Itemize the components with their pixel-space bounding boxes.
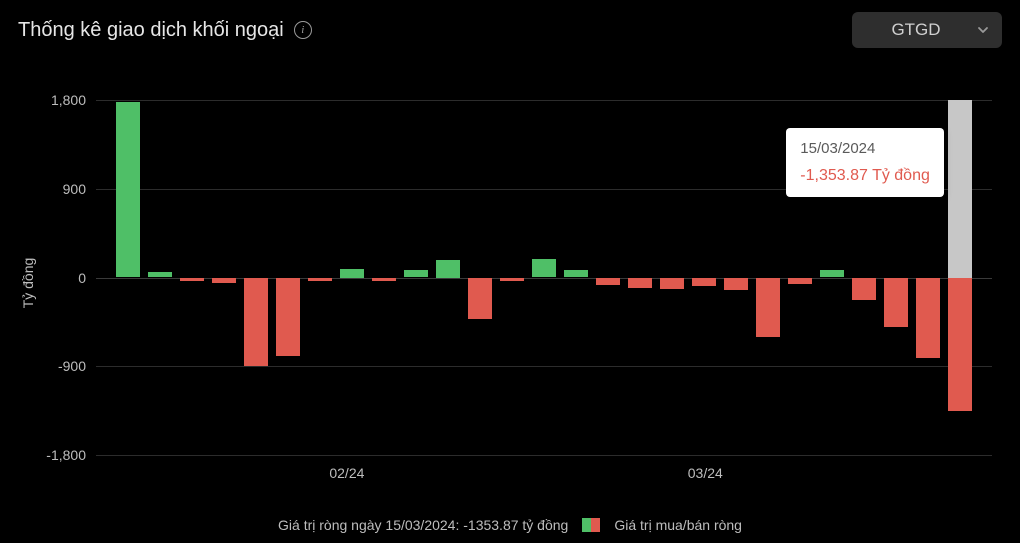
metric-select[interactable]: GTGD bbox=[852, 12, 1002, 48]
footer-summary: Giá trị ròng ngày 15/03/2024: -1353.87 t… bbox=[278, 517, 568, 533]
chart-area: Tỷ đồng -1,800-90009001,80002/2403/24 15… bbox=[18, 60, 1002, 505]
bar[interactable] bbox=[724, 278, 747, 291]
select-value: GTGD bbox=[891, 20, 940, 39]
bar[interactable] bbox=[244, 278, 267, 367]
y-tick-label: 1,800 bbox=[51, 92, 86, 108]
legend-label: Giá trị mua/bán ròng bbox=[614, 517, 742, 533]
bar[interactable] bbox=[948, 278, 971, 412]
x-tick-label: 03/24 bbox=[688, 465, 723, 481]
bar[interactable] bbox=[884, 278, 907, 327]
legend-swatch bbox=[582, 518, 600, 532]
legend-swatch-negative bbox=[591, 518, 600, 532]
header: Thống kê giao dịch khối ngoại i GTGD bbox=[0, 0, 1020, 56]
legend-swatch-positive bbox=[582, 518, 591, 532]
bar[interactable] bbox=[212, 278, 235, 284]
y-tick-label: -1,800 bbox=[46, 447, 86, 463]
y-tick-label: 900 bbox=[63, 181, 86, 197]
y-tick-label: 0 bbox=[78, 270, 86, 286]
y-axis-label: Tỷ đồng bbox=[20, 257, 36, 308]
bar[interactable] bbox=[372, 278, 395, 282]
tooltip-date: 15/03/2024 bbox=[800, 140, 930, 157]
chart-widget: Thống kê giao dịch khối ngoại i GTGD Tỷ … bbox=[0, 0, 1020, 543]
bar[interactable] bbox=[756, 278, 779, 337]
bar[interactable] bbox=[116, 102, 139, 278]
info-icon[interactable]: i bbox=[294, 21, 312, 39]
bar[interactable] bbox=[788, 278, 811, 285]
footer: Giá trị ròng ngày 15/03/2024: -1353.87 t… bbox=[0, 517, 1020, 533]
bar[interactable] bbox=[468, 278, 491, 319]
bar[interactable] bbox=[180, 278, 203, 282]
bar[interactable] bbox=[436, 260, 459, 278]
bar[interactable] bbox=[308, 278, 331, 282]
y-tick-label: -900 bbox=[58, 358, 86, 374]
bar[interactable] bbox=[596, 278, 619, 286]
bar[interactable] bbox=[692, 278, 715, 287]
bar[interactable] bbox=[916, 278, 939, 359]
highlight-column bbox=[948, 100, 971, 278]
x-tick-label: 02/24 bbox=[329, 465, 364, 481]
bar[interactable] bbox=[340, 269, 363, 278]
bar[interactable] bbox=[628, 278, 651, 289]
bar[interactable] bbox=[404, 270, 427, 278]
plot[interactable]: -1,800-90009001,80002/2403/24 15/03/2024… bbox=[96, 100, 992, 455]
bar[interactable] bbox=[660, 278, 683, 290]
bar[interactable] bbox=[500, 278, 523, 282]
bar[interactable] bbox=[532, 259, 555, 278]
bar[interactable] bbox=[148, 272, 171, 278]
chevron-down-icon bbox=[976, 23, 990, 37]
bar[interactable] bbox=[852, 278, 875, 301]
page-title: Thống kê giao dịch khối ngoại bbox=[18, 19, 284, 42]
tooltip-value: -1,353.87 Tỷ đồng bbox=[800, 167, 930, 185]
bar[interactable] bbox=[276, 278, 299, 357]
bar[interactable] bbox=[564, 270, 587, 278]
title-wrap: Thống kê giao dịch khối ngoại i bbox=[18, 19, 312, 42]
bar[interactable] bbox=[820, 270, 843, 278]
tooltip: 15/03/2024 -1,353.87 Tỷ đồng bbox=[786, 128, 944, 197]
